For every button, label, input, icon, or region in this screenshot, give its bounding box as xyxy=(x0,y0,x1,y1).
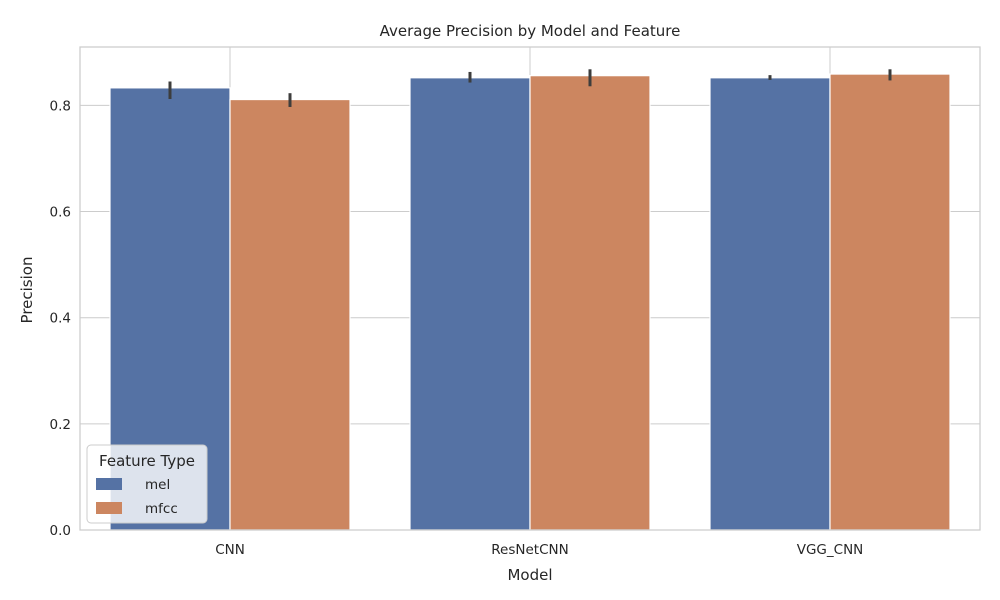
x-tick-labels: CNN ResNetCNN VGG_CNN xyxy=(215,542,863,558)
plot-frame xyxy=(79,46,981,531)
bar-mel xyxy=(709,77,831,531)
bars xyxy=(109,73,951,531)
y-tick-label: 0.2 xyxy=(50,417,71,433)
y-axis-label: Precision xyxy=(18,257,36,324)
y-tick-labels: 0.0 0.2 0.4 0.6 0.8 xyxy=(50,98,71,539)
x-tick-label: CNN xyxy=(215,542,245,558)
legend-label-mfcc: mfcc xyxy=(145,501,178,517)
legend-swatch-mel xyxy=(96,478,122,490)
legend-title: Feature Type xyxy=(99,452,195,470)
legend-label-mel: mel xyxy=(145,477,170,493)
y-tick-label: 0.6 xyxy=(50,205,71,221)
bar-mfcc xyxy=(229,98,351,531)
y-tick-label: 0.8 xyxy=(50,98,71,114)
bar-mfcc xyxy=(529,75,651,531)
y-tick-label: 0.0 xyxy=(50,523,71,539)
chart-title: Average Precision by Model and Feature xyxy=(380,22,681,40)
y-tick-label: 0.4 xyxy=(50,311,71,327)
bar-mel xyxy=(409,77,531,531)
error-bars xyxy=(168,69,892,107)
x-axis-label: Model xyxy=(507,566,552,584)
bar-mfcc xyxy=(829,73,951,531)
x-tick-label: VGG_CNN xyxy=(797,542,864,558)
x-tick-label: ResNetCNN xyxy=(491,542,568,558)
legend-swatch-mfcc xyxy=(96,502,122,514)
legend-items: mel mfcc xyxy=(96,477,178,517)
legend: Feature Type mel mfcc xyxy=(86,444,208,524)
